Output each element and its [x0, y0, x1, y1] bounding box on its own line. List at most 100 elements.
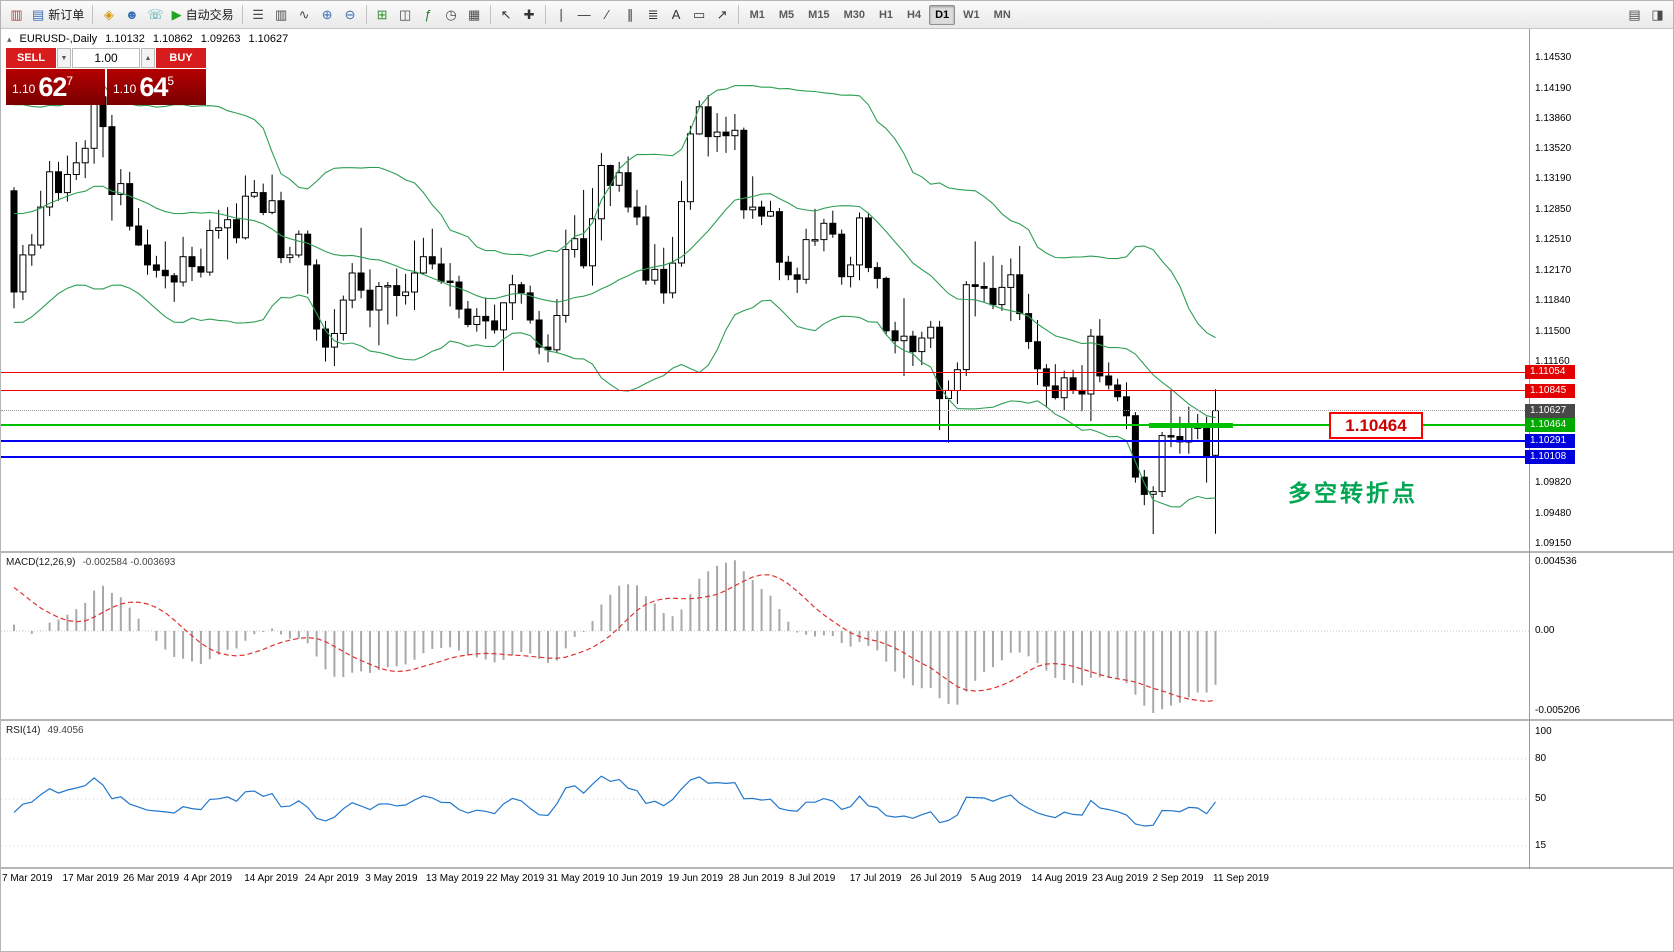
timeframe-h1[interactable]: H1 [878, 8, 894, 21]
crosshair-icon[interactable]: ✚ [518, 4, 541, 26]
ohlc-close: 1.10627 [248, 33, 289, 45]
date-axis: 7 Mar 2019 17 Mar 2019 26 Mar 2019 4 Apr 20… [1, 871, 1529, 889]
rsi-axis-label: 15 [1535, 840, 1547, 851]
date-axis-label: 17 Mar 2019 [62, 873, 119, 884]
text-icon: A [671, 7, 681, 22]
account-icon: ☻ [124, 7, 139, 22]
autotrading-button[interactable]: ▶ 自动交易 [168, 4, 238, 26]
timeframe-h4[interactable]: H4 [907, 8, 922, 21]
one-click-panel-toggle-icon[interactable]: ▴ [7, 33, 12, 44]
label-icon[interactable]: ▭ [688, 4, 711, 26]
cursor-icon[interactable]: ↖ [495, 4, 518, 26]
templates-icon: ▦ [467, 6, 481, 22]
text-icon[interactable]: A [665, 4, 688, 26]
line-chart-icon[interactable]: ∿ [293, 4, 316, 26]
new-order-icon: ▤ [32, 6, 45, 22]
periods-icon[interactable]: ◷ [440, 4, 463, 26]
one-click-trading-panel: SELL ▼ 1.00 ▲ BUY 1.10 62 7 1.10 64 5 [6, 48, 206, 105]
panel-separator[interactable] [1, 867, 1673, 869]
print-icon[interactable]: ▤ [1628, 6, 1641, 22]
date-axis-label: 3 May 2019 [365, 873, 418, 884]
support-icon: ☏ [147, 6, 164, 22]
horizontal-line-icon: ― [577, 7, 591, 22]
price-annotation-box[interactable]: 1.10464 [1329, 412, 1423, 439]
bar-chart-icon[interactable]: ☰ [247, 4, 270, 26]
timeframe-mn[interactable]: MN [993, 8, 1011, 21]
channel-icon[interactable]: ∥ [619, 4, 642, 26]
price-axis-label: 1.09480 [1535, 508, 1572, 520]
volume-input[interactable]: 1.00 [72, 48, 140, 68]
candlestick-chart-icon: ▥ [274, 6, 288, 22]
date-axis-label: 7 Mar 2019 [2, 873, 53, 884]
trendline-icon: ∕ [606, 7, 609, 22]
volume-increase-button[interactable]: ▲ [141, 48, 155, 68]
price-axis-label: 1.13520 [1535, 143, 1572, 155]
volume-decrease-button[interactable]: ▼ [57, 48, 71, 68]
price-tag-1.10108: 1.10108 [1525, 450, 1575, 465]
candlestick-chart-icon[interactable]: ▥ [270, 4, 293, 26]
indicators-icon: ƒ [424, 7, 432, 22]
date-axis-label: 19 Jun 2019 [668, 873, 724, 884]
buy-price-display[interactable]: 1.10 64 5 [107, 69, 206, 105]
sell-button[interactable]: SELL [6, 48, 56, 68]
trendline-icon[interactable]: ∕ [596, 4, 619, 26]
autotrading-icon: ▶ [171, 6, 182, 22]
tile-windows-icon[interactable]: ◫ [394, 4, 417, 26]
support-icon[interactable]: ☏ [143, 4, 167, 26]
timeframe-m5[interactable]: M5 [778, 8, 795, 21]
date-axis-label: 14 Aug 2019 [1031, 873, 1088, 884]
rsi-indicator-label: RSI(14) 49.4056 [6, 725, 84, 736]
timeframe-w1[interactable]: W1 [963, 8, 980, 21]
horizontal-line-icon[interactable]: ― [573, 4, 596, 26]
timeframe-d1[interactable]: D1 [929, 4, 956, 25]
alerts-icon[interactable]: ◈ [97, 4, 120, 26]
rsi-panel [1, 721, 1529, 867]
ohlc-low: 1.09263 [200, 33, 241, 45]
date-axis-label: 26 Jul 2019 [910, 873, 962, 884]
window-layout-icon[interactable]: ◨ [1651, 6, 1664, 22]
date-axis-label: 13 May 2019 [425, 873, 484, 884]
buy-button[interactable]: BUY [156, 48, 206, 68]
zoom-out-icon[interactable]: ⊖ [339, 4, 362, 26]
macd-values: -0.002584 -0.003693 [82, 557, 176, 568]
sell-price-display[interactable]: 1.10 62 7 [6, 69, 105, 105]
auto-arrange-icon: ⊞ [376, 6, 388, 22]
candlestick-chart [10, 83, 1219, 535]
date-axis-label: 17 Jul 2019 [849, 873, 902, 884]
timeframe-m1[interactable]: M1 [749, 8, 765, 21]
zoom-out-icon: ⊖ [344, 6, 356, 22]
ohlc-open: 1.10132 [105, 33, 145, 45]
bollinger-middle [13, 185, 1216, 419]
date-axis-label: 2 Sep 2019 [1152, 873, 1204, 884]
date-axis-label: 26 Mar 2019 [123, 873, 180, 884]
rsi-chart [1, 758, 1529, 847]
timeframe-m15[interactable]: M15 [808, 8, 830, 21]
timeframe-m30[interactable]: M30 [843, 8, 865, 21]
vertical-line-icon[interactable]: ∣ [550, 4, 573, 26]
zoom-in-icon[interactable]: ⊕ [316, 4, 339, 26]
auto-arrange-icon[interactable]: ⊞ [371, 4, 394, 26]
panel-separator[interactable] [1, 719, 1673, 721]
templates-icon[interactable]: ▦ [463, 4, 486, 26]
toolbar-separator [365, 5, 367, 24]
arrows-icon[interactable]: ↗ [711, 4, 734, 26]
price-axis-label: 1.09820 [1535, 477, 1572, 489]
tile-windows-icon: ◫ [398, 6, 412, 22]
new-order-button[interactable]: ▤ 新订单 [28, 4, 88, 26]
account-icon[interactable]: ☻ [120, 4, 143, 26]
panel-separator[interactable] [1, 551, 1673, 553]
chart-window-icon[interactable]: ▥ [5, 4, 28, 26]
date-axis-label: 4 Apr 2019 [183, 873, 233, 884]
toolbar-separator [489, 5, 491, 24]
main-chart-panel [1, 29, 1529, 551]
zoom-in-icon: ⊕ [321, 6, 333, 22]
date-axis-label: 22 May 2019 [486, 873, 545, 884]
indicators-icon[interactable]: ƒ [417, 4, 440, 26]
date-axis-label: 28 Jun 2019 [728, 873, 784, 884]
macd-axis-label: 0.00 [1535, 625, 1555, 636]
price-axis-label: 1.11500 [1535, 325, 1571, 337]
rsi-name: RSI(14) [6, 725, 41, 736]
buy-price-base: 1.10 [113, 82, 137, 96]
fibonacci-icon[interactable]: ≣ [642, 4, 665, 26]
bar-chart-icon: ☰ [252, 6, 264, 22]
